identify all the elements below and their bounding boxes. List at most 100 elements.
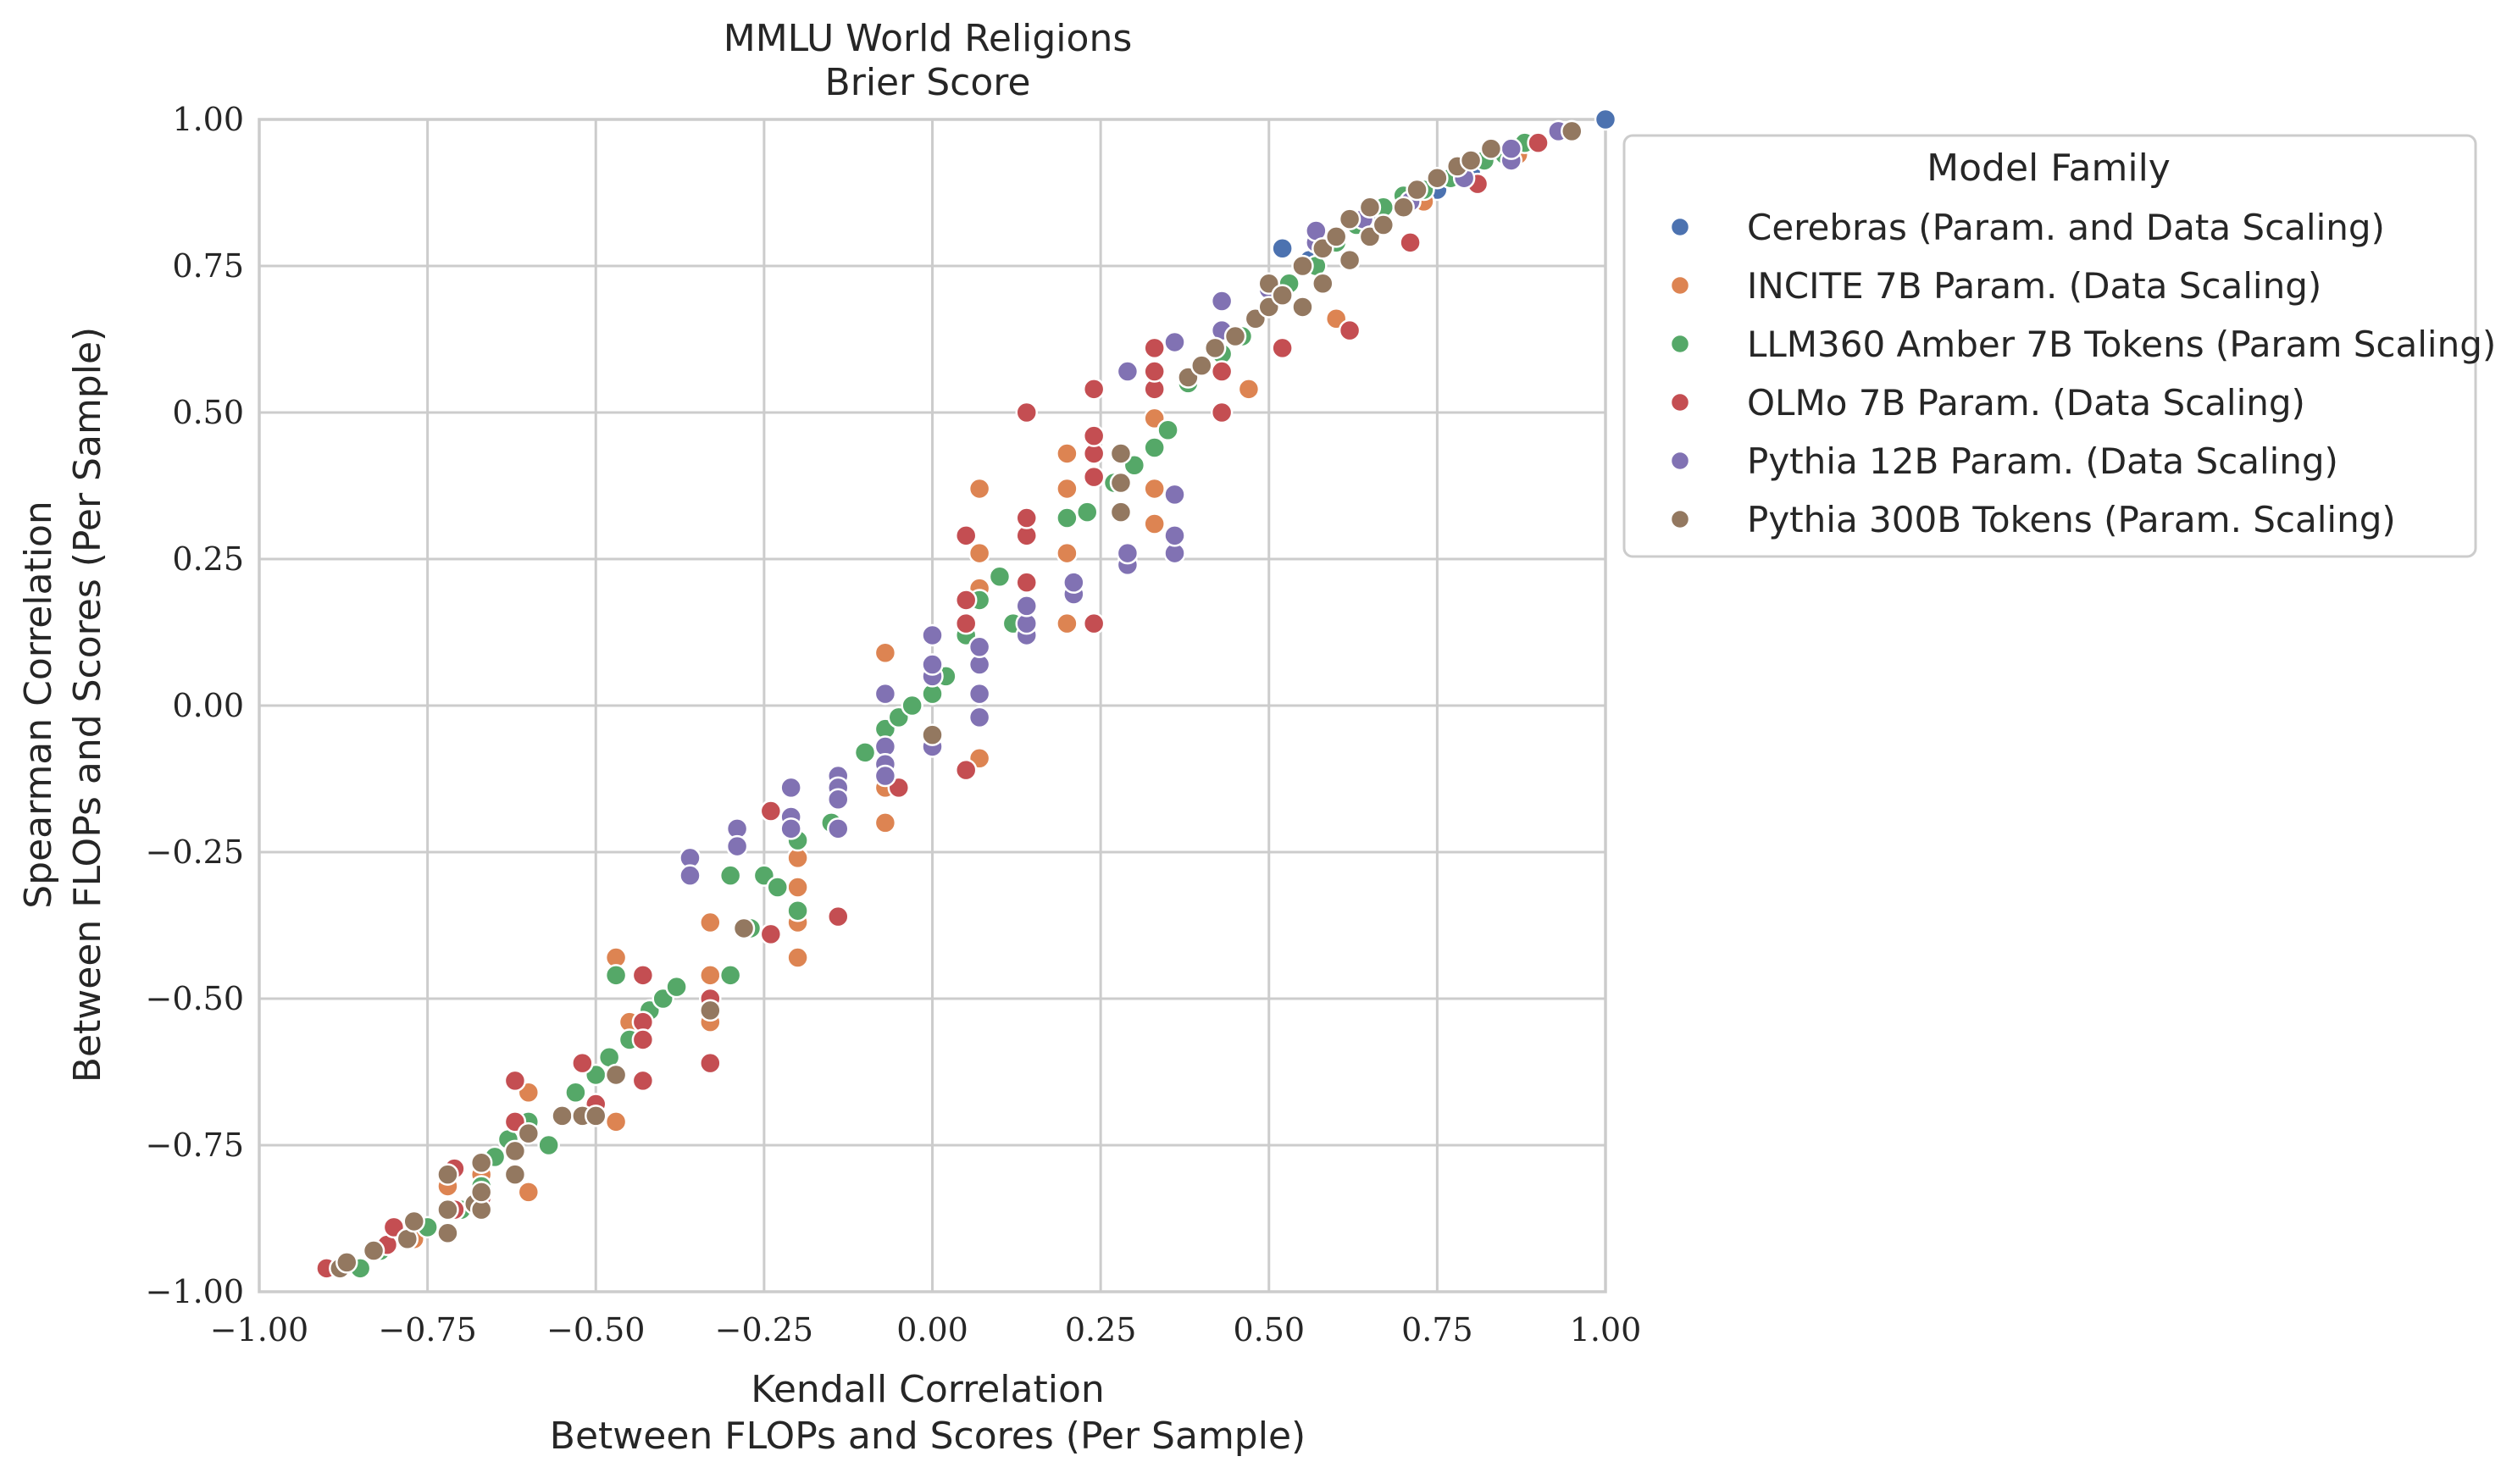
data-point bbox=[759, 922, 783, 946]
data-point bbox=[1338, 208, 1361, 230]
legend-items: Cerebras (Param. and Data Scaling) INCITE… bbox=[1669, 207, 2496, 540]
data-point bbox=[718, 964, 742, 987]
data-point bbox=[1116, 360, 1140, 383]
x-tick-label: −0.75 bbox=[378, 1311, 476, 1348]
data-point bbox=[954, 524, 978, 547]
data-point bbox=[1143, 512, 1166, 535]
data-point bbox=[402, 1210, 425, 1233]
data-point bbox=[1203, 336, 1227, 360]
x-tick-label: −1.00 bbox=[210, 1311, 308, 1348]
data-point bbox=[786, 946, 809, 969]
y-tick-label: 0.00 bbox=[172, 687, 244, 724]
data-point bbox=[503, 1163, 527, 1186]
data-point bbox=[1015, 571, 1038, 594]
data-points bbox=[315, 108, 1617, 1280]
legend-title: Model Family bbox=[1927, 147, 2171, 190]
data-point bbox=[954, 589, 978, 612]
x-tick-label: 1.00 bbox=[1570, 1311, 1642, 1348]
data-point bbox=[336, 1251, 358, 1274]
legend-marker bbox=[1669, 274, 1691, 296]
data-point bbox=[921, 623, 944, 647]
data-point bbox=[1056, 612, 1079, 635]
data-point bbox=[1594, 108, 1617, 131]
data-point bbox=[571, 1051, 594, 1075]
data-point bbox=[1143, 360, 1166, 383]
data-point bbox=[1271, 236, 1294, 260]
data-point bbox=[1271, 284, 1294, 307]
data-point bbox=[1163, 524, 1186, 547]
legend-label: OLMo 7B Param. (Data Scaling) bbox=[1747, 382, 2305, 424]
x-axis-ticks: −1.00 −0.75 −0.50 −0.25 0.00 0.25 0.50 0.75 1.00 bbox=[210, 1311, 1642, 1348]
data-point bbox=[631, 1069, 655, 1093]
y-axis-label-line2: Between FLOPs and Scores (Per Sample) bbox=[66, 327, 109, 1083]
data-point bbox=[968, 635, 991, 659]
y-tick-label: −0.25 bbox=[146, 833, 244, 871]
series-5 bbox=[329, 119, 1583, 1280]
data-point bbox=[1459, 149, 1483, 172]
data-point bbox=[699, 911, 722, 934]
data-point bbox=[1479, 137, 1503, 160]
data-point bbox=[1056, 477, 1079, 501]
y-axis-ticks: −1.00 −0.75 −0.50 −0.25 0.00 0.25 0.50 0.75 1.00 bbox=[146, 101, 244, 1310]
y-axis-label-line1: Spearman Correlation bbox=[17, 501, 60, 909]
data-point bbox=[436, 1163, 459, 1186]
data-point bbox=[1163, 330, 1186, 354]
data-point bbox=[1338, 248, 1361, 272]
data-point bbox=[1143, 477, 1166, 501]
legend-label: Pythia 300B Tokens (Param. Scaling) bbox=[1747, 499, 2396, 540]
data-point bbox=[968, 682, 991, 706]
data-point bbox=[362, 1239, 385, 1262]
data-point bbox=[1210, 360, 1234, 383]
x-tick-label: 0.50 bbox=[1233, 1311, 1305, 1348]
data-point bbox=[631, 1028, 655, 1051]
data-point bbox=[604, 1110, 628, 1133]
data-point bbox=[988, 565, 1012, 589]
data-point bbox=[1109, 442, 1133, 465]
data-point bbox=[1190, 354, 1213, 377]
data-point bbox=[1109, 501, 1133, 523]
data-point bbox=[1075, 501, 1099, 523]
data-point bbox=[827, 905, 850, 928]
legend: Model Family Cerebras (Param. and Data S… bbox=[1622, 134, 2496, 558]
chart-subtitle: Brier Score bbox=[825, 61, 1031, 104]
data-point bbox=[873, 811, 897, 834]
data-point bbox=[1109, 471, 1133, 495]
data-point bbox=[537, 1133, 560, 1157]
data-point bbox=[1143, 336, 1166, 360]
data-point bbox=[699, 964, 722, 987]
data-point bbox=[1210, 290, 1234, 313]
data-point bbox=[604, 1063, 628, 1087]
data-point bbox=[1210, 401, 1234, 424]
legend-marker bbox=[1669, 508, 1691, 530]
data-point bbox=[827, 788, 850, 811]
data-point bbox=[1015, 507, 1038, 529]
legend-label: Pythia 12B Param. (Data Scaling) bbox=[1747, 440, 2338, 482]
data-point bbox=[1392, 196, 1415, 219]
grid bbox=[258, 118, 1607, 1293]
legend-box bbox=[1622, 134, 2477, 558]
data-point bbox=[517, 1121, 541, 1145]
data-point bbox=[954, 612, 978, 635]
data-point bbox=[1156, 418, 1179, 442]
data-point bbox=[873, 764, 897, 788]
data-point bbox=[679, 864, 702, 887]
data-point bbox=[873, 682, 897, 706]
data-point bbox=[901, 694, 923, 717]
data-point bbox=[1015, 595, 1038, 617]
data-point bbox=[759, 800, 783, 822]
data-point bbox=[1338, 318, 1361, 342]
data-point bbox=[1143, 436, 1166, 459]
x-axis-label-line1: Kendall Correlation bbox=[751, 1368, 1105, 1411]
data-point bbox=[718, 864, 742, 887]
data-point bbox=[665, 975, 688, 999]
chart-title: MMLU World Religions bbox=[724, 17, 1133, 60]
data-point bbox=[1082, 378, 1106, 401]
data-point bbox=[853, 741, 877, 764]
x-tick-label: 0.75 bbox=[1401, 1311, 1473, 1348]
data-point bbox=[1312, 272, 1334, 296]
data-point bbox=[699, 999, 722, 1022]
legend-label: INCITE 7B Param. (Data Scaling) bbox=[1747, 265, 2321, 307]
data-point bbox=[921, 723, 944, 746]
legend-marker bbox=[1669, 333, 1691, 355]
data-point bbox=[1561, 119, 1583, 143]
